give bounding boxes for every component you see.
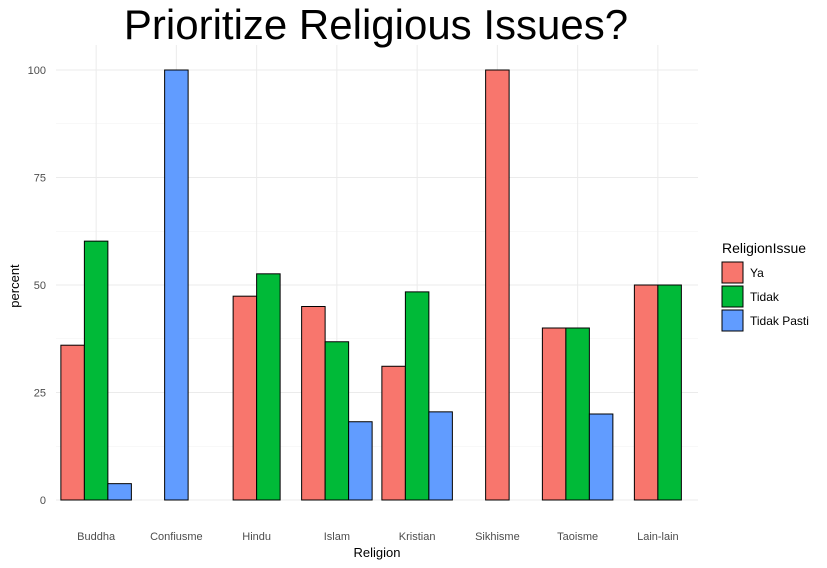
- bar-hindu-tidak: [256, 273, 281, 501]
- bar-buddha-tidak-pasti: [107, 483, 132, 501]
- bar-hindu-ya: [232, 295, 258, 501]
- y-axis-title: percent: [7, 264, 22, 308]
- x-tick-label: Confiusme: [150, 531, 203, 543]
- legend-label: Ya: [750, 266, 764, 280]
- legend: ReligionIssue Ya Tidak Tidak Pasti: [721, 240, 809, 332]
- bar-lain-lain-tidak: [657, 284, 682, 501]
- x-tick-label: Islam: [324, 531, 350, 543]
- bar-taoisme-ya: [541, 327, 567, 501]
- bar-buddha-tidak: [83, 240, 109, 501]
- bar-taoisme-tidak-pasti: [588, 413, 614, 501]
- bar-lain-lain-ya: [633, 284, 659, 501]
- bar-sikhisme-ya: [485, 69, 510, 501]
- y-tick-label: 75: [34, 173, 46, 185]
- x-tick-label: Lain-lain: [637, 531, 679, 543]
- y-tick-label: 50: [34, 280, 46, 292]
- chart-title: Prioritize Religious Issues?: [123, 1, 629, 48]
- bar-kristian-tidak: [404, 291, 430, 501]
- x-tick-label: Sikhisme: [475, 531, 520, 543]
- x-tick-label: Taoisme: [557, 531, 598, 543]
- bar-taoisme-tidak: [565, 327, 590, 501]
- bar-kristian-tidak-pasti: [428, 411, 453, 501]
- y-tick-label: 0: [40, 495, 46, 507]
- legend-label: Tidak Pasti: [750, 314, 809, 328]
- bars: [60, 69, 682, 501]
- bar-confiusme-tidak-pasti: [164, 69, 189, 501]
- y-tick-label: 100: [28, 65, 46, 77]
- bar-kristian-ya: [381, 365, 406, 501]
- bar-islam-tidak-pasti: [348, 421, 373, 501]
- x-tick-label: Buddha: [77, 531, 116, 543]
- y-tick-label: 25: [34, 388, 46, 400]
- legend-label: Tidak: [750, 290, 780, 304]
- x-tick-label: Hindu: [242, 531, 271, 543]
- legend-key-ya: [721, 261, 744, 284]
- x-axis-title: Religion: [354, 545, 401, 560]
- y-axis-ticks: 0 25 50 75 100: [28, 65, 46, 507]
- bar-islam-ya: [301, 306, 326, 501]
- x-axis-ticks: Buddha Confiusme Hindu Islam Kristian Sikhism…: [77, 531, 679, 543]
- legend-key-tidak: [721, 285, 744, 308]
- legend-title: ReligionIssue: [722, 240, 806, 256]
- x-tick-label: Kristian: [399, 531, 436, 543]
- legend-key-tidak-pasti: [721, 309, 744, 332]
- bar-islam-tidak: [324, 341, 350, 501]
- bar-buddha-ya: [60, 344, 85, 501]
